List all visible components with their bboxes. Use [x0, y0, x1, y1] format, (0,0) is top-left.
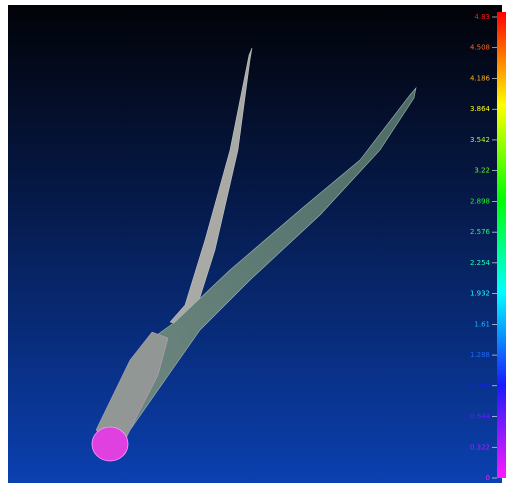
colorbar-label: 2.576	[470, 228, 491, 236]
colorbar-label: 0.644	[470, 413, 491, 421]
colorbar-label: 4.83	[474, 13, 490, 21]
colorbar-label: 0.322	[470, 443, 490, 451]
colorbar-label: 3.22	[474, 167, 490, 175]
colorbar-label: 0.966	[470, 382, 491, 390]
colorbar	[497, 12, 506, 478]
colorbar-label: 4.186	[470, 74, 491, 82]
colorbar-label: 1.288	[470, 351, 490, 359]
colorbar-label: 2.898	[470, 197, 490, 205]
viewport-background	[8, 5, 502, 483]
viewport-screenshot: 4.83 4.508 4.186 3.864 3.542 3.22 2.898 2.576 2.…	[0, 0, 509, 488]
colorbar-label: 4.508	[470, 44, 490, 52]
colorbar-label: 1.932	[470, 290, 490, 298]
root-flange	[92, 427, 128, 461]
colorbar-label: 2.254	[470, 259, 491, 267]
colorbar-label: 0	[486, 474, 490, 482]
colorbar-label: 3.864	[470, 105, 491, 113]
colorbar-label: 1.61	[474, 320, 490, 328]
colorbar-label: 3.542	[470, 136, 490, 144]
